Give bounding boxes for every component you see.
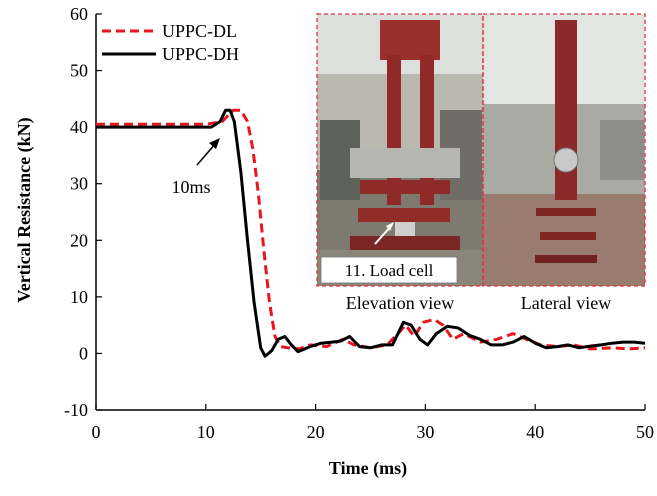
y-tick-label: 40 (70, 117, 88, 137)
legend-label-uppc-dl: UPPC-DL (162, 21, 237, 41)
x-tick-label: 20 (307, 422, 325, 442)
legend: UPPC-DL UPPC-DH (102, 21, 239, 64)
elevation-view-photo (317, 14, 483, 286)
series-line-uppc-dh (96, 108, 646, 358)
x-tick-label: 0 (92, 422, 101, 442)
photo-inset: 11. Load cell Elevation view Lateral vie… (316, 13, 646, 314)
elevation-caption-bg (326, 290, 473, 314)
x-tick-label: 40 (526, 422, 544, 442)
y-axis-label: Vertical Resistance (kN) (14, 117, 35, 302)
legend-label-uppc-dh: UPPC-DH (162, 44, 239, 64)
lateral-view-caption: Lateral view (521, 293, 611, 313)
x-tick-label: 30 (416, 422, 434, 442)
lateral-caption-bg (498, 290, 634, 314)
elevation-view-caption: Elevation view (346, 293, 454, 313)
lateral-photo-border (482, 13, 646, 287)
x-axis-label: Time (ms) (329, 458, 407, 479)
y-tick-label: 0 (79, 343, 88, 363)
y-tick-label: 50 (70, 61, 88, 81)
x-tick-label: 10 (197, 422, 215, 442)
ten-ms-arrow (196, 142, 217, 166)
series-lines (96, 108, 646, 358)
ten-ms-arrow-head (209, 138, 220, 149)
load-cell-arrow-head (386, 222, 394, 231)
ten-ms-label: 10ms (171, 177, 210, 197)
load-cell-label: 11. Load cell (345, 261, 434, 280)
lateral-view-photo (483, 14, 645, 286)
y-tick-label: -10 (64, 400, 88, 420)
y-tick-label: 60 (70, 4, 88, 24)
x-tick-label: 50 (636, 422, 654, 442)
y-tick-label: 10 (70, 287, 88, 307)
y-tick-label: 30 (70, 174, 88, 194)
load-cell-label-box (320, 256, 458, 284)
y-tick-label: 20 (70, 230, 88, 250)
